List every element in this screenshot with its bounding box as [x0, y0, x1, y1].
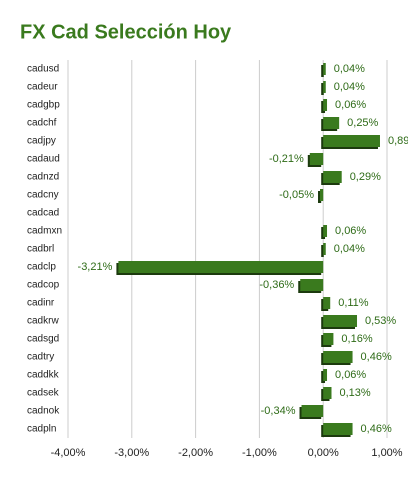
- bar: [323, 297, 331, 309]
- y-tick-label: cadtry: [27, 352, 54, 363]
- value-label: 0,13%: [339, 387, 370, 399]
- value-label: 0,06%: [335, 369, 366, 381]
- bar-shadow: [321, 227, 326, 239]
- y-tick-label: cadgbp: [27, 100, 60, 111]
- value-label: -0,34%: [261, 405, 296, 417]
- y-tick-label: cadcad: [27, 208, 59, 219]
- bar: [323, 117, 340, 129]
- x-tick-label: -1,00%: [242, 447, 277, 459]
- value-label: 0,04%: [334, 81, 365, 93]
- bar: [323, 225, 328, 237]
- y-tick-label: caddkk: [27, 370, 60, 381]
- y-tick-label: cadsgd: [27, 334, 59, 345]
- value-label: -0,21%: [269, 153, 304, 165]
- chart-title: FX Cad Selección Hoy: [20, 21, 232, 43]
- y-tick-label: cadpln: [27, 424, 56, 435]
- x-tick-label: 0,00%: [308, 447, 339, 459]
- bar: [320, 189, 324, 201]
- bar-shadow: [321, 245, 324, 257]
- bar: [118, 261, 324, 273]
- y-tick-label: cadaud: [27, 154, 60, 165]
- bar-shadow: [321, 101, 326, 113]
- bar: [323, 99, 328, 111]
- bar: [323, 135, 380, 147]
- y-tick-label: cadjpy: [27, 136, 56, 147]
- bar: [323, 333, 334, 345]
- value-label: 0,06%: [335, 225, 366, 237]
- y-tick-label: cadchf: [27, 118, 57, 129]
- bar: [301, 405, 324, 417]
- bar-shadow: [321, 65, 324, 77]
- y-tick-label: cadnzd: [27, 172, 59, 183]
- y-tick-label: cadusd: [27, 64, 59, 75]
- value-label: 0,46%: [361, 351, 392, 363]
- bar-shadow: [321, 83, 324, 95]
- y-tick-label: cadkrw: [27, 316, 59, 327]
- y-tick-label: cadbrl: [27, 244, 54, 255]
- value-label: -0,36%: [259, 279, 294, 291]
- value-label: 0,29%: [350, 171, 381, 183]
- value-label: 0,25%: [347, 117, 378, 129]
- value-label: -3,21%: [78, 261, 113, 273]
- value-label: 0,11%: [338, 297, 369, 309]
- y-tick-label: cadcny: [27, 190, 59, 201]
- y-tick-label: cadeur: [27, 82, 58, 93]
- bar: [323, 315, 358, 327]
- x-tick-label: 1,00%: [371, 447, 402, 459]
- value-label: 0,04%: [334, 63, 365, 75]
- y-tick-label: cadmxn: [27, 226, 62, 237]
- bar: [309, 153, 324, 165]
- x-tick-label: -3,00%: [114, 447, 149, 459]
- bar: [323, 351, 353, 363]
- bar: [323, 243, 326, 255]
- y-tick-label: cadnok: [27, 406, 60, 417]
- y-tick-label: cadinr: [27, 298, 55, 309]
- value-label: 0,53%: [365, 315, 396, 327]
- y-tick-label: cadcop: [27, 280, 60, 291]
- value-label: -0,05%: [279, 189, 314, 201]
- value-label: 0,06%: [335, 99, 366, 111]
- bar: [323, 387, 332, 399]
- bar: [323, 369, 328, 381]
- x-tick-label: -2,00%: [178, 447, 213, 459]
- y-tick-label: cadclp: [27, 262, 56, 273]
- bar: [323, 171, 342, 183]
- value-label: 0,04%: [334, 243, 365, 255]
- value-label: 0,46%: [361, 423, 392, 435]
- bar: [323, 423, 353, 435]
- x-tick-label: -4,00%: [51, 447, 86, 459]
- bar-shadow: [321, 371, 326, 383]
- bar-shadow: [318, 191, 322, 203]
- y-tick-label: cadsek: [27, 388, 60, 399]
- bar: [323, 81, 326, 93]
- value-label: 0,16%: [341, 333, 372, 345]
- bar: [323, 63, 326, 75]
- bar: [300, 279, 324, 291]
- value-label: 0,89%: [388, 135, 408, 147]
